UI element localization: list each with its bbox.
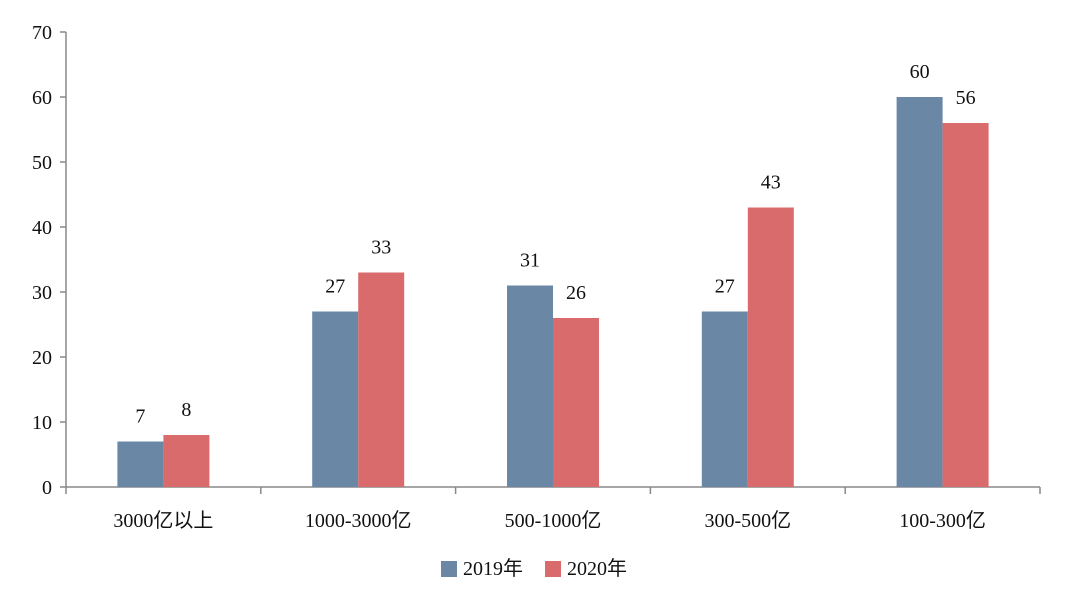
- data-label: 7: [135, 406, 145, 428]
- x-tick-label: 100-300亿: [899, 509, 986, 532]
- bar: [701, 311, 748, 487]
- y-tick-label: 0: [42, 477, 52, 499]
- data-label: 27: [715, 276, 735, 298]
- y-tick-label: 10: [32, 412, 52, 434]
- legend-label: 2020年: [567, 557, 627, 580]
- data-labels: 7 8 27 33 31 26 27 43 60 56: [135, 61, 975, 428]
- legend-swatch: [441, 561, 457, 577]
- y-tick-label: 40: [32, 217, 52, 239]
- bars: [117, 97, 989, 487]
- bar: [358, 272, 405, 487]
- y-tick-label: 60: [32, 87, 52, 109]
- data-label: 26: [566, 282, 586, 304]
- x-tick-label: 3000亿以上: [113, 509, 213, 532]
- data-label: 56: [956, 87, 976, 109]
- y-tick-label: 70: [32, 22, 52, 44]
- bar: [163, 435, 210, 487]
- bar: [896, 97, 943, 487]
- data-label: 60: [910, 61, 930, 83]
- x-tick-label: 1000-3000亿: [305, 509, 412, 532]
- bar: [747, 207, 794, 487]
- legend-swatch: [545, 561, 561, 577]
- data-label: 27: [325, 276, 345, 298]
- data-label: 31: [520, 250, 540, 272]
- bar: [942, 123, 989, 487]
- x-tick-label: 500-1000亿: [505, 509, 602, 532]
- axes: 0 10 20 30 40 50 60 70 3000亿以上 1000-3000亿 500-1000…: [32, 22, 1041, 532]
- data-label: 8: [181, 399, 191, 421]
- bar: [117, 441, 164, 487]
- legend: 2019年 2020年: [441, 557, 627, 580]
- legend-label: 2019年: [463, 557, 523, 580]
- bar: [312, 311, 359, 487]
- data-label: 43: [761, 172, 781, 194]
- y-tick-label: 50: [32, 152, 52, 174]
- y-tick-label: 30: [32, 282, 52, 304]
- data-label: 33: [371, 237, 391, 259]
- y-tick-label: 20: [32, 347, 52, 369]
- x-tick-label: 300-500亿: [704, 509, 791, 532]
- bar: [553, 318, 599, 487]
- bar: [507, 285, 553, 487]
